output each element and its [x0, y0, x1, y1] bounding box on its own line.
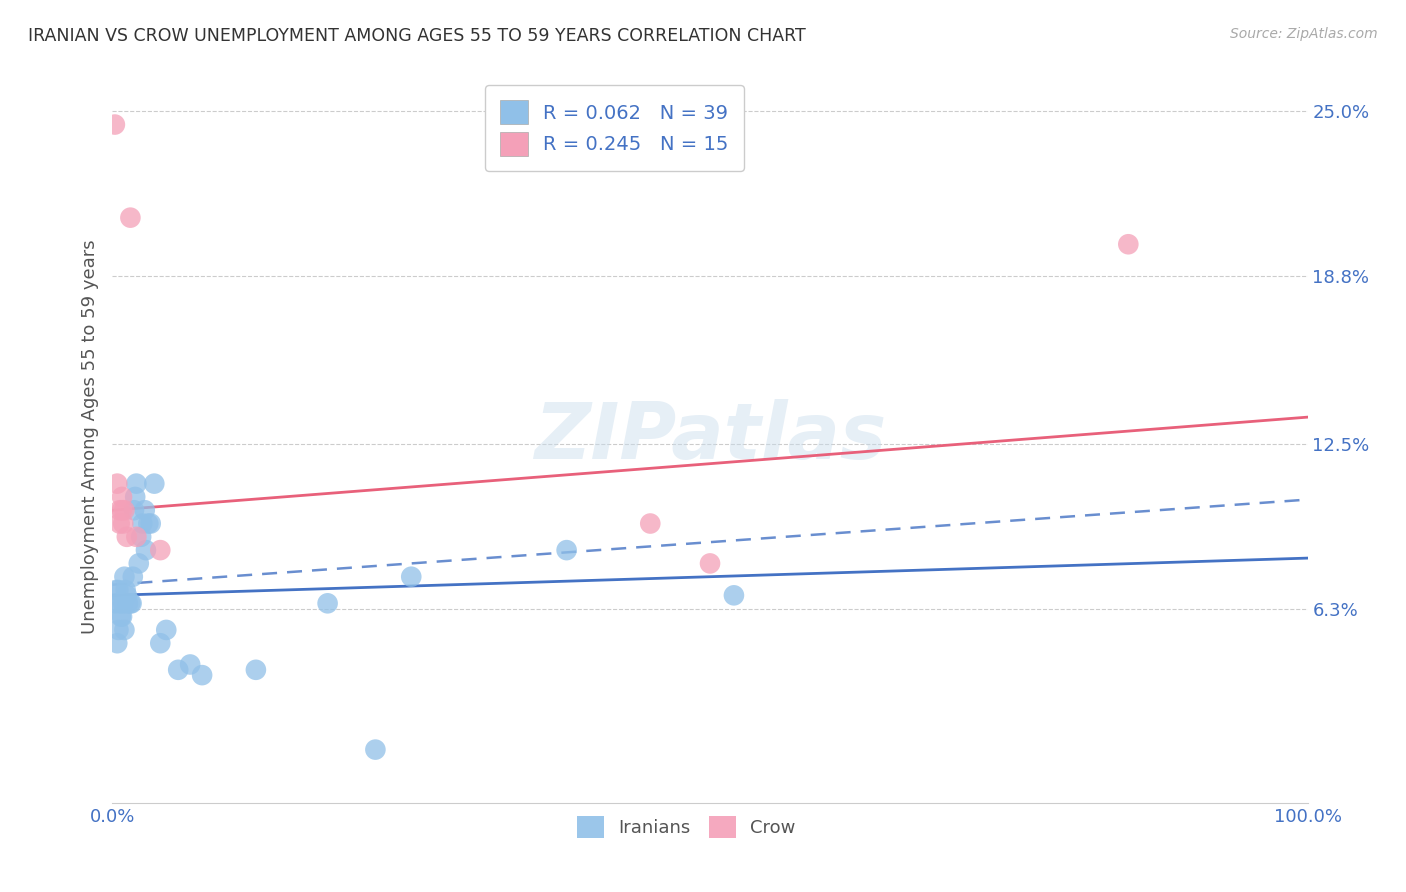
- Point: [108, 516, 131, 531]
- Point: [111, 609, 134, 624]
- Point: [115, 530, 138, 544]
- Point: [135, 543, 157, 558]
- Point: [105, 476, 128, 491]
- Point: [723, 588, 745, 602]
- Point: [155, 623, 177, 637]
- Point: [107, 582, 129, 597]
- Point: [117, 596, 139, 610]
- Point: [110, 609, 132, 624]
- Point: [104, 118, 127, 132]
- Point: [122, 503, 145, 517]
- Point: [120, 211, 142, 225]
- Point: [143, 476, 166, 491]
- Point: [139, 516, 162, 531]
- Y-axis label: Unemployment Among Ages 55 to 59 years: Unemployment Among Ages 55 to 59 years: [80, 240, 98, 634]
- Point: [105, 636, 128, 650]
- Point: [364, 742, 387, 756]
- Point: [124, 490, 146, 504]
- Text: IRANIAN VS CROW UNEMPLOYMENT AMONG AGES 55 TO 59 YEARS CORRELATION CHART: IRANIAN VS CROW UNEMPLOYMENT AMONG AGES …: [28, 27, 806, 45]
- Point: [114, 582, 136, 597]
- Legend: Iranians, Crow: Iranians, Crow: [569, 808, 803, 845]
- Point: [138, 516, 160, 531]
- Point: [125, 476, 148, 491]
- Point: [120, 596, 142, 610]
- Point: [149, 636, 172, 650]
- Point: [179, 657, 201, 672]
- Point: [699, 557, 721, 571]
- Text: Source: ZipAtlas.com: Source: ZipAtlas.com: [1230, 27, 1378, 41]
- Point: [111, 503, 134, 517]
- Point: [316, 596, 339, 610]
- Point: [167, 663, 190, 677]
- Point: [134, 503, 156, 517]
- Point: [125, 530, 148, 544]
- Point: [112, 596, 135, 610]
- Point: [401, 570, 423, 584]
- Point: [108, 596, 131, 610]
- Point: [107, 623, 129, 637]
- Point: [115, 588, 138, 602]
- Point: [114, 503, 135, 517]
- Point: [121, 596, 143, 610]
- Point: [121, 570, 143, 584]
- Point: [112, 516, 135, 531]
- Point: [555, 543, 578, 558]
- Point: [131, 516, 153, 531]
- Point: [1118, 237, 1140, 252]
- Point: [640, 516, 662, 531]
- Point: [114, 570, 135, 584]
- Point: [128, 557, 150, 571]
- Point: [104, 596, 127, 610]
- Point: [129, 530, 152, 544]
- Point: [111, 490, 134, 504]
- Point: [114, 623, 135, 637]
- Point: [191, 668, 214, 682]
- Point: [149, 543, 172, 558]
- Point: [108, 503, 131, 517]
- Point: [105, 582, 128, 597]
- Point: [245, 663, 267, 677]
- Text: ZIPatlas: ZIPatlas: [534, 399, 886, 475]
